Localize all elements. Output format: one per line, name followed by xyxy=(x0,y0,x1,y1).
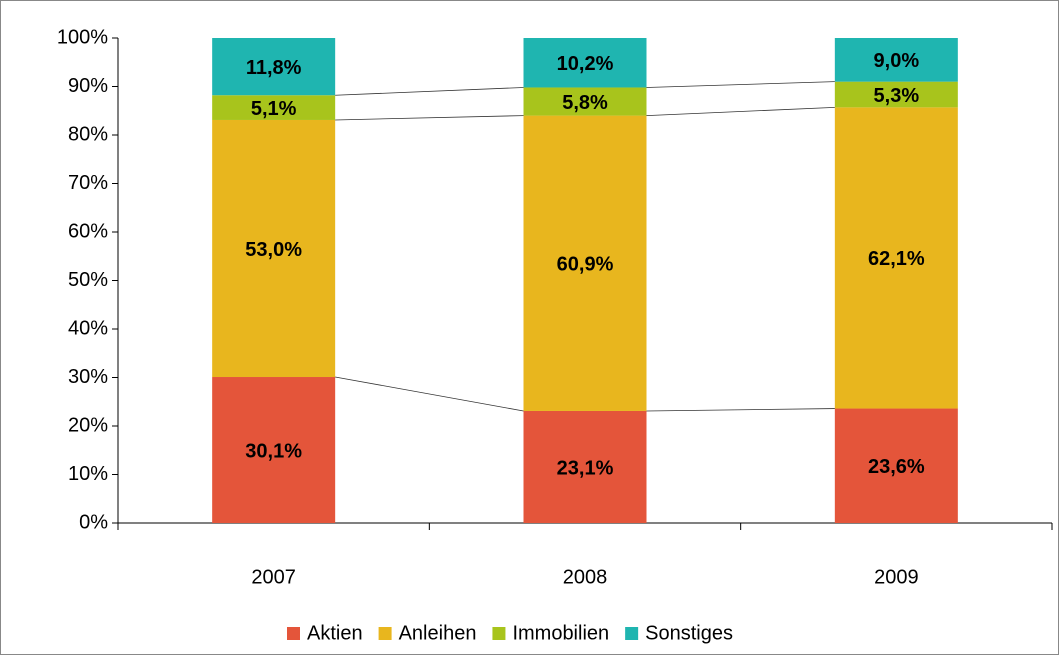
series-line xyxy=(335,115,524,121)
legend-label: Anleihen xyxy=(399,622,477,644)
y-tick-label: 10% xyxy=(68,463,108,485)
y-tick-label: 80% xyxy=(68,123,108,145)
y-tick-label: 0% xyxy=(79,511,108,533)
legend-swatch xyxy=(378,627,392,640)
data-label: 10,2% xyxy=(557,53,614,75)
series-line xyxy=(646,408,835,412)
y-tick-label: 30% xyxy=(68,366,108,388)
bar-segment xyxy=(834,408,958,523)
data-label: 11,8% xyxy=(246,57,302,79)
data-label: 62,1% xyxy=(868,248,925,270)
data-label: 23,1% xyxy=(557,457,614,479)
legend-swatch xyxy=(287,627,300,640)
legend-swatch xyxy=(625,627,639,640)
bar-segment xyxy=(523,115,647,411)
bar-segment xyxy=(834,38,958,82)
legend-label: Sonstiges xyxy=(645,622,733,644)
y-tick-label: 100% xyxy=(57,26,108,48)
bar-segment xyxy=(834,81,958,108)
y-tick-label: 90% xyxy=(68,75,108,97)
bar-segment xyxy=(523,87,647,116)
x-tick-label: 2008 xyxy=(563,566,608,588)
x-tick-label: 2009 xyxy=(874,566,919,588)
bar-segment xyxy=(523,38,647,88)
y-tick-label: 20% xyxy=(68,414,108,436)
bar-segment xyxy=(212,119,336,378)
data-label: 23,6% xyxy=(868,456,925,478)
series-line xyxy=(335,87,524,96)
bar-segment xyxy=(212,38,336,96)
data-label: 5,1% xyxy=(251,98,297,120)
x-tick-label: 2007 xyxy=(251,566,296,588)
bar-segment xyxy=(523,410,647,523)
data-label: 5,8% xyxy=(562,92,608,114)
series-line xyxy=(646,81,835,88)
bar-segment xyxy=(212,95,336,120)
data-label: 30,1% xyxy=(245,440,302,462)
y-tick-label: 60% xyxy=(68,220,108,242)
legend-swatch xyxy=(492,627,506,640)
legend-label: Aktien xyxy=(307,622,363,644)
data-label: 53,0% xyxy=(245,239,302,261)
y-tick-label: 40% xyxy=(68,317,108,339)
y-tick-label: 50% xyxy=(68,269,108,291)
bar-segment xyxy=(834,107,958,409)
series-line xyxy=(646,106,835,116)
legend-label: Immobilien xyxy=(512,622,609,644)
data-label: 9,0% xyxy=(874,50,920,72)
bar-segment xyxy=(212,377,336,523)
data-label: 5,3% xyxy=(874,85,920,107)
y-tick-label: 70% xyxy=(68,172,108,194)
data-label: 60,9% xyxy=(557,254,614,276)
series-line xyxy=(335,376,524,412)
